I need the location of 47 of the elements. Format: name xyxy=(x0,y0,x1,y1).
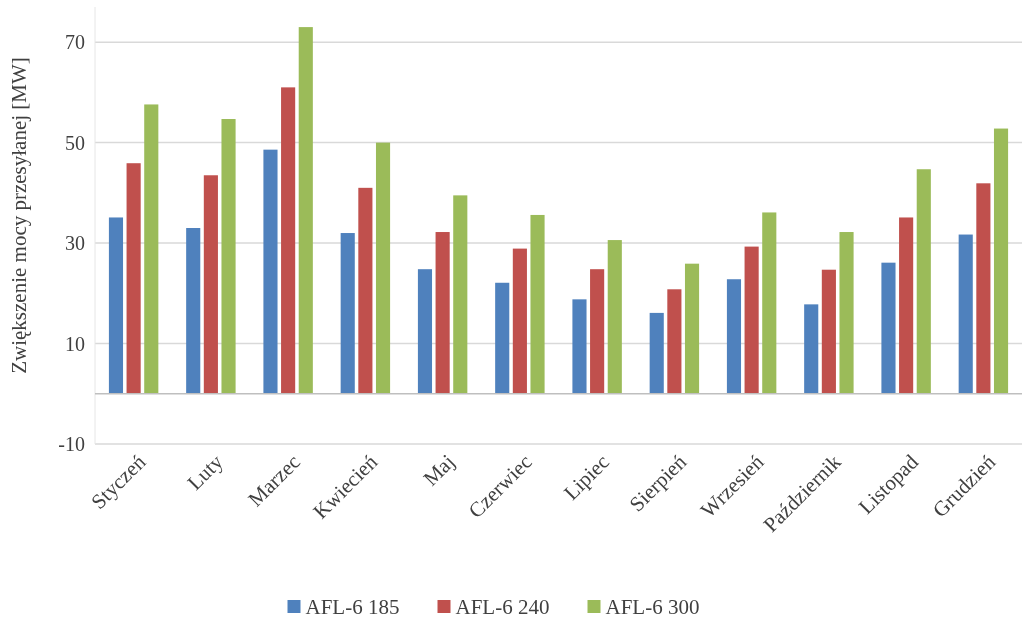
bar xyxy=(530,214,545,394)
bar xyxy=(607,240,622,394)
bar xyxy=(821,269,836,394)
bar xyxy=(839,232,854,394)
bar xyxy=(993,128,1009,394)
bar xyxy=(435,232,450,394)
bar xyxy=(495,282,510,394)
legend-label: AFL-6 300 xyxy=(605,595,700,620)
bar xyxy=(649,312,664,394)
bar xyxy=(263,149,278,394)
bar xyxy=(340,233,355,394)
bar xyxy=(417,269,433,394)
bar xyxy=(804,304,819,394)
bar xyxy=(976,183,991,394)
x-tick-label: Maj xyxy=(418,449,460,491)
bar xyxy=(358,187,373,394)
bar xyxy=(881,262,896,394)
bar xyxy=(512,248,527,394)
y-tick-label: 50 xyxy=(65,131,85,154)
legend-label: AFL-6 240 xyxy=(455,595,550,620)
bar xyxy=(108,217,124,394)
bar xyxy=(744,246,759,394)
bar xyxy=(958,234,973,394)
bar xyxy=(281,87,296,394)
bar xyxy=(203,175,218,394)
bar xyxy=(144,104,159,394)
y-tick-label: 10 xyxy=(65,332,85,355)
y-tick-label: 30 xyxy=(65,232,85,255)
bar xyxy=(726,279,742,394)
bar xyxy=(186,228,201,394)
bar xyxy=(126,163,141,394)
bar xyxy=(453,195,468,394)
bar xyxy=(899,217,914,394)
bar xyxy=(221,119,236,394)
bar xyxy=(667,289,682,394)
bar xyxy=(590,269,605,394)
bar xyxy=(572,299,587,394)
bar xyxy=(684,263,700,394)
bar xyxy=(762,212,777,394)
y-axis-title: Zwiększenie mocy przesyłanej [MW] xyxy=(7,57,31,374)
bar xyxy=(298,27,313,394)
y-tick-label: -10 xyxy=(58,433,85,455)
bar xyxy=(916,169,931,394)
y-tick-label: 70 xyxy=(65,31,85,54)
legend-label: AFL-6 185 xyxy=(305,595,400,620)
bar xyxy=(375,142,391,394)
x-tick-label: Luty xyxy=(182,449,228,495)
